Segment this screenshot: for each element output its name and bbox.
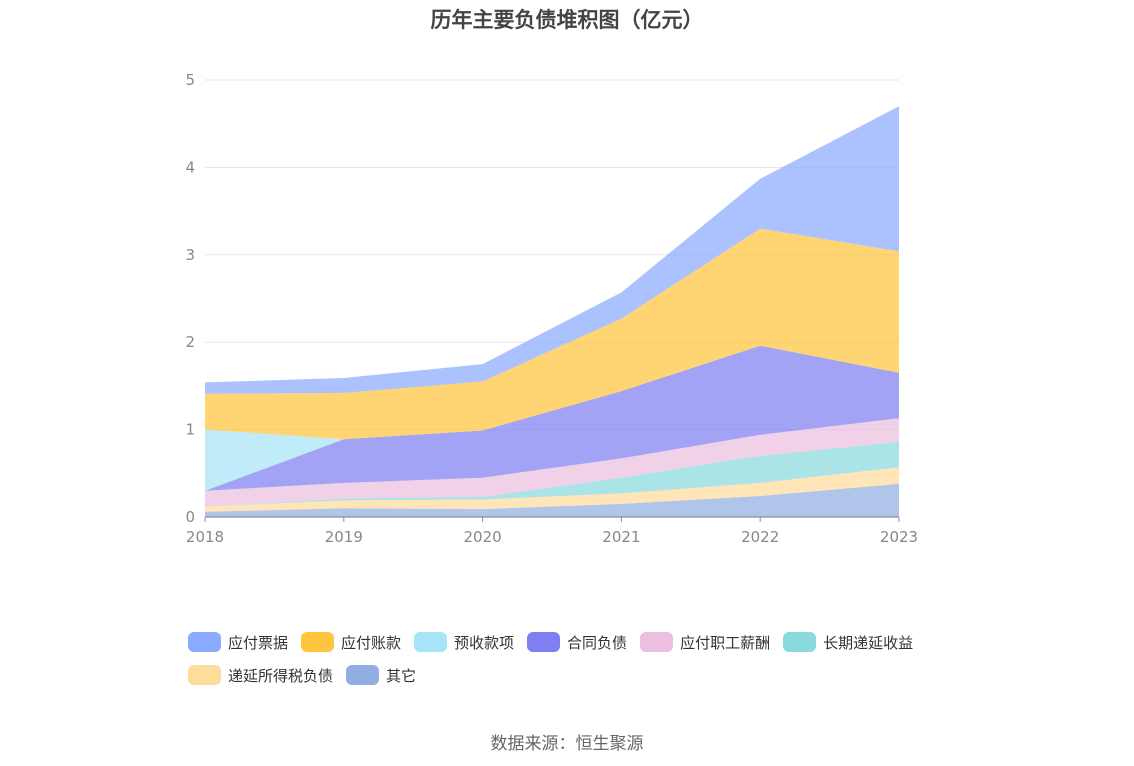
legend-item[interactable]: 长期递延收益 xyxy=(783,632,913,653)
axes: 0 1 2 3 4 5 2018 2019 2020 2021 2022 2023 xyxy=(185,71,918,546)
legend-label: 预收款项 xyxy=(454,633,515,652)
x-tick-label: 2021 xyxy=(602,528,640,546)
legend-row: 递延所得税负债 其它 xyxy=(188,664,988,686)
y-tick-label: 5 xyxy=(185,71,195,89)
x-tick-label: 2022 xyxy=(741,528,779,546)
stacked-area-chart: 0 1 2 3 4 5 2018 2019 2020 2021 2022 2023 xyxy=(185,71,918,546)
legend-swatch xyxy=(640,632,674,652)
area-series-1 xyxy=(205,467,899,512)
legend-label: 长期递延收益 xyxy=(823,633,914,652)
legend-item[interactable]: 递延所得税负债 xyxy=(188,665,333,686)
y-tick-label: 3 xyxy=(185,246,195,264)
legend-item[interactable]: 其它 xyxy=(346,665,416,686)
chart-legend: 应付票据 应付账款 预收款项 合同负债 应付职工薪酬 长期递延收益 递延所得税负债 其它 xyxy=(188,631,988,697)
legend-row: 应付票据 应付账款 预收款项 合同负债 应付职工薪酬 长期递延收益 xyxy=(188,631,988,653)
legend-swatch xyxy=(527,632,561,652)
legend-label: 应付职工薪酬 xyxy=(680,633,771,652)
x-tick-label: 2018 xyxy=(186,528,224,546)
area-series-7 xyxy=(205,106,899,394)
x-tick-label: 2019 xyxy=(325,528,363,546)
legend-swatch xyxy=(301,632,335,652)
area-series-6 xyxy=(205,228,899,440)
legend-label: 应付账款 xyxy=(341,633,402,652)
area-series-4 xyxy=(205,345,899,491)
legend-swatch xyxy=(188,632,221,652)
x-tick-label: 2020 xyxy=(464,528,502,546)
y-tick-label: 0 xyxy=(185,508,195,526)
area-series-layer xyxy=(205,106,899,517)
area-series-2 xyxy=(205,441,899,507)
y-tick-label: 2 xyxy=(185,333,195,351)
data-source-note: 数据来源：恒生聚源 xyxy=(490,734,644,754)
x-tick-label: 2023 xyxy=(880,528,918,546)
area-series-0 xyxy=(205,483,899,517)
legend-label: 其它 xyxy=(386,666,417,685)
y-tick-label: 4 xyxy=(185,158,195,176)
legend-swatch xyxy=(188,665,221,685)
legend-item[interactable]: 预收款项 xyxy=(414,632,514,653)
legend-swatch xyxy=(414,632,448,652)
legend-item[interactable]: 应付票据 xyxy=(188,632,288,653)
area-series-3 xyxy=(205,418,899,507)
legend-label: 应付票据 xyxy=(228,633,289,652)
y-tick-label: 1 xyxy=(185,421,195,439)
legend-swatch xyxy=(346,665,380,685)
legend-label: 合同负债 xyxy=(567,633,628,652)
legend-swatch xyxy=(783,632,817,652)
chart-title: 历年主要负债堆积图（亿元） xyxy=(430,8,704,32)
legend-item[interactable]: 合同负债 xyxy=(527,632,627,653)
legend-item[interactable]: 应付账款 xyxy=(301,632,401,653)
legend-item[interactable]: 应付职工薪酬 xyxy=(640,632,770,653)
legend-label: 递延所得税负债 xyxy=(228,666,334,685)
